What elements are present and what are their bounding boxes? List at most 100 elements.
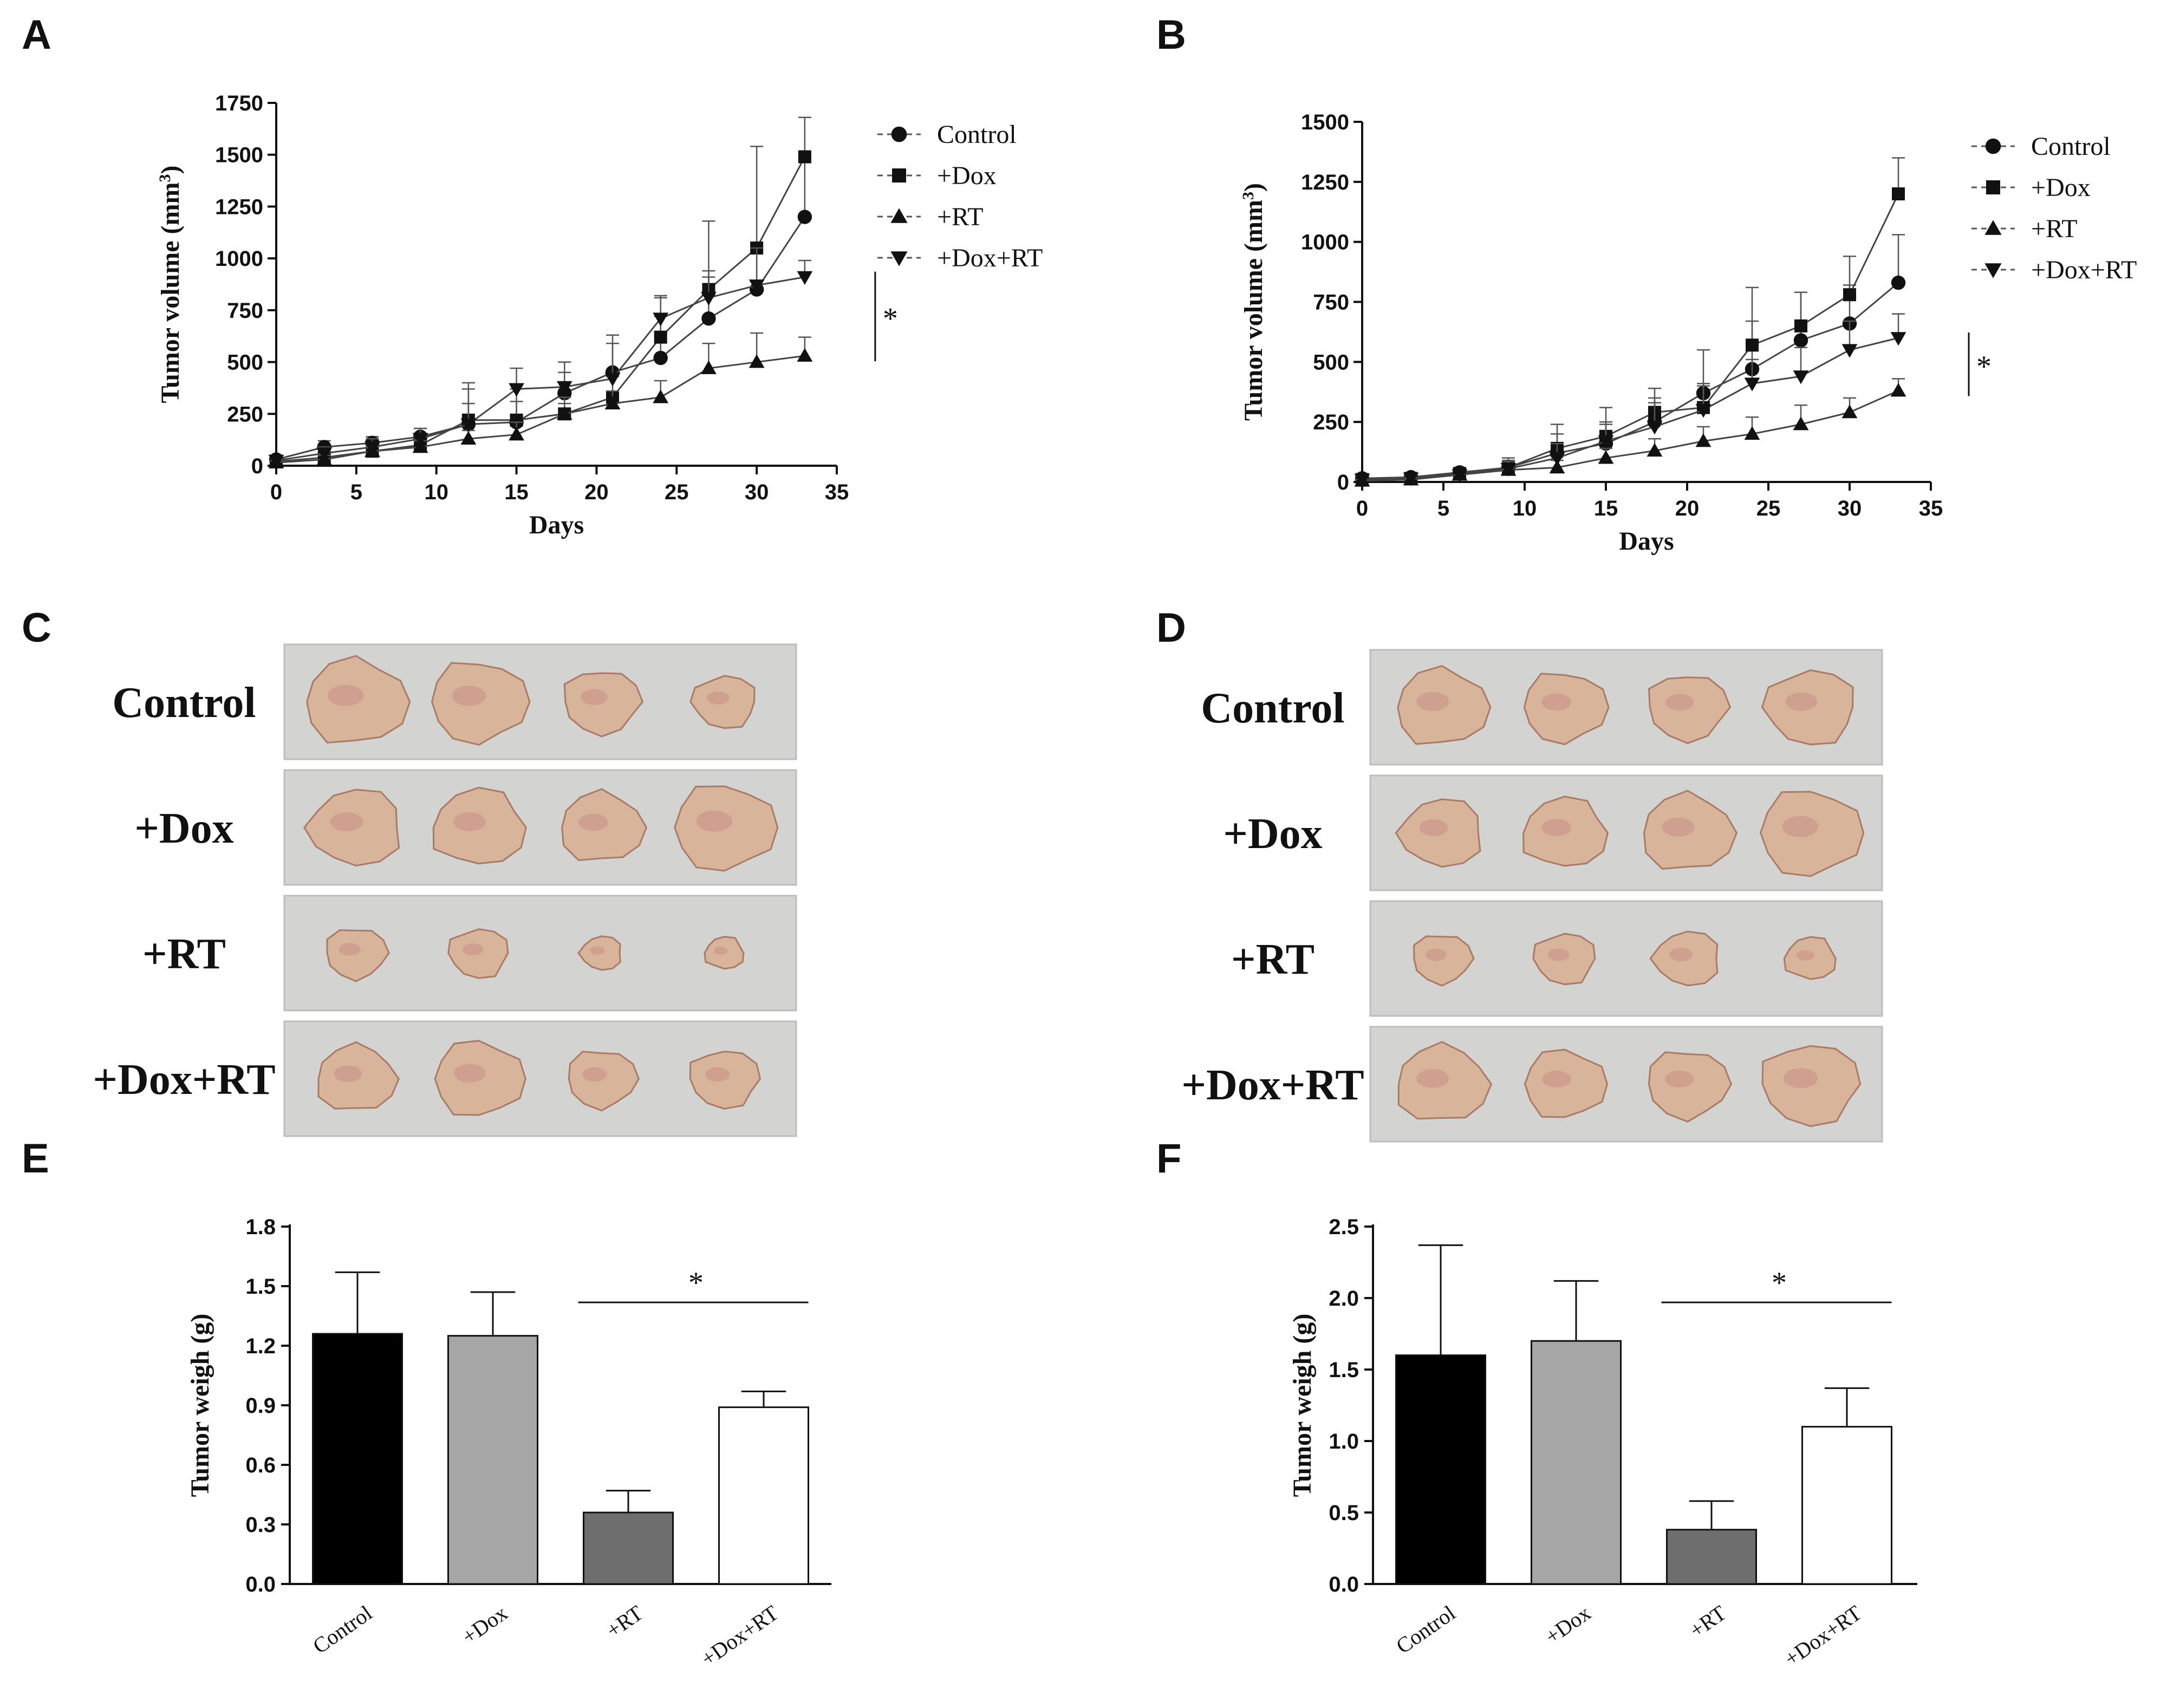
y-tick-label: 0.3 bbox=[245, 1513, 276, 1537]
bar-rt bbox=[583, 1511, 674, 1585]
y-axis-title-superscript: 3 bbox=[1239, 192, 1257, 200]
series-line bbox=[1362, 282, 1899, 479]
tumor-spot bbox=[454, 1064, 486, 1083]
legend-label: Control bbox=[2031, 132, 2111, 161]
legend-marker bbox=[891, 126, 907, 142]
x-tick-label: Control bbox=[308, 1601, 376, 1659]
x-tick-label: 20 bbox=[1675, 497, 1700, 520]
legend-entry-control: Control bbox=[1971, 132, 2111, 161]
x-tick-label: +Dox bbox=[457, 1601, 512, 1649]
y-tick-label: 500 bbox=[227, 351, 263, 375]
data-point bbox=[1452, 468, 1468, 483]
data-point bbox=[509, 383, 524, 397]
data-point bbox=[1793, 333, 1808, 348]
y-axis-title: Tumor weigh (g) bbox=[186, 1314, 214, 1497]
x-tick-label: 30 bbox=[1838, 497, 1862, 520]
legend-marker bbox=[1985, 138, 2001, 154]
legend-label: Control bbox=[937, 120, 1017, 149]
panel-letter-f: F bbox=[1156, 1136, 1181, 1182]
y-tick-label: 0.0 bbox=[245, 1573, 276, 1596]
y-tick-label: 0 bbox=[1337, 471, 1349, 494]
legend-marker bbox=[890, 251, 908, 266]
data-point bbox=[1354, 473, 1370, 487]
y-axis-title: Tumor weigh (g) bbox=[1288, 1314, 1317, 1497]
tumor-spot bbox=[1425, 948, 1447, 961]
photo-row-rt: +RT bbox=[142, 895, 797, 1012]
bar-dox-rt bbox=[1801, 1426, 1892, 1585]
data-point bbox=[460, 418, 477, 432]
data-point bbox=[1841, 405, 1858, 419]
data-point bbox=[1892, 187, 1905, 200]
x-tick-label: 15 bbox=[1594, 497, 1618, 520]
x-tick-label: +RT bbox=[602, 1601, 647, 1643]
series-control bbox=[1355, 234, 1906, 486]
tumor-spot bbox=[328, 684, 364, 706]
row-label: +RT bbox=[1231, 936, 1314, 983]
series-control bbox=[269, 154, 812, 467]
significance-star: * bbox=[883, 302, 898, 335]
tumor-specimen bbox=[563, 672, 644, 738]
tumor-spot bbox=[1416, 692, 1449, 712]
tumor-photo-c: Control+Dox+RT+Dox+RT bbox=[93, 643, 797, 1137]
y-tick-label: 0 bbox=[251, 454, 263, 478]
y-axis-title: Tumor volume (mm3) bbox=[156, 166, 185, 403]
significance-star: * bbox=[1976, 350, 1992, 383]
data-point bbox=[1647, 421, 1663, 435]
row-label: Control bbox=[1201, 684, 1344, 732]
tumor-specimen bbox=[1648, 1051, 1733, 1123]
tumor-spot bbox=[582, 1067, 607, 1082]
data-point bbox=[316, 447, 333, 461]
legend-marker bbox=[1984, 220, 2002, 235]
tumor-spot bbox=[453, 812, 486, 832]
data-point bbox=[509, 427, 524, 441]
y-tick-label: 1750 bbox=[215, 92, 263, 115]
tumor-spot bbox=[1416, 1068, 1449, 1088]
tumor-spot bbox=[578, 813, 608, 831]
series-rt bbox=[268, 332, 813, 469]
data-point bbox=[1843, 288, 1856, 302]
y-axis-title-text: Tumor volume (mm bbox=[156, 182, 185, 403]
tumor-spot bbox=[705, 1067, 730, 1082]
data-point bbox=[1695, 404, 1712, 418]
tumor-specimen bbox=[431, 662, 531, 746]
legend-marker bbox=[1984, 263, 2002, 278]
x-tick-label: 25 bbox=[665, 480, 689, 504]
series-dox bbox=[1356, 157, 1905, 486]
y-tick-label: 1500 bbox=[1301, 110, 1349, 134]
data-point bbox=[1794, 319, 1807, 333]
data-point bbox=[1793, 370, 1809, 384]
y-tick-label: 250 bbox=[227, 402, 263, 426]
legend-entry-rt: +RT bbox=[877, 203, 984, 231]
series-line bbox=[276, 276, 805, 461]
x-tick-label: 35 bbox=[825, 480, 849, 504]
x-tick-label: +RT bbox=[1685, 1601, 1730, 1643]
data-point bbox=[1403, 472, 1419, 486]
data-point bbox=[1746, 338, 1759, 352]
tumor-spot bbox=[1542, 1071, 1571, 1088]
data-point bbox=[653, 350, 668, 366]
y-axis-title-superscript: 3 bbox=[156, 174, 174, 182]
y-tick-label: 1.5 bbox=[245, 1275, 276, 1299]
data-point bbox=[556, 406, 572, 420]
tumor-spot bbox=[462, 943, 484, 956]
x-tick-label: +Dox+RT bbox=[1780, 1601, 1866, 1671]
y-axis-title-close: ) bbox=[1239, 183, 1268, 192]
y-tick-label: 2.0 bbox=[1329, 1287, 1359, 1311]
data-point bbox=[653, 312, 669, 327]
y-tick-label: 500 bbox=[1313, 350, 1349, 374]
panel-letter-c: C bbox=[22, 605, 51, 651]
significance-star: * bbox=[688, 1266, 704, 1300]
series-line bbox=[276, 216, 806, 460]
data-point bbox=[1793, 416, 1809, 431]
legend-label: +Dox+RT bbox=[2031, 256, 2137, 284]
bar-control bbox=[312, 1333, 403, 1585]
series-line bbox=[1362, 390, 1899, 482]
tumor-spot bbox=[1782, 816, 1818, 837]
legend-label: +Dox bbox=[2031, 173, 2091, 202]
tumor-photo-d: Control+Dox+RT+Dox+RT bbox=[1181, 649, 1883, 1143]
tumor-spot bbox=[1662, 817, 1695, 837]
panel-letter-b: B bbox=[1156, 12, 1186, 58]
data-point bbox=[1695, 433, 1712, 447]
bar-dox bbox=[1531, 1340, 1622, 1585]
legend-entry-rt: +RT bbox=[1971, 214, 2078, 243]
